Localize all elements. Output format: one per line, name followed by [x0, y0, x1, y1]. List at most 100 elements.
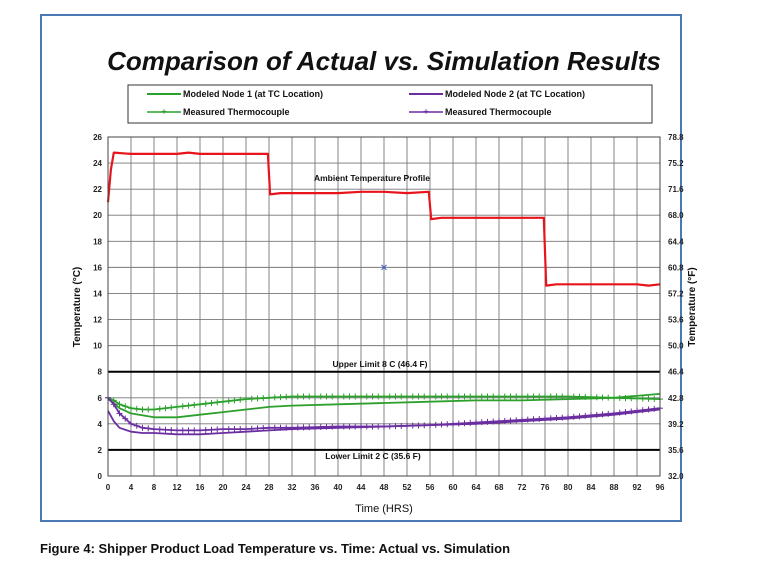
- measured-point: [300, 393, 307, 400]
- measured-point: [289, 393, 295, 400]
- measured-point: [133, 422, 140, 429]
- measured-point: [191, 401, 198, 408]
- legend-label-tc1: Measured Thermocouple: [183, 107, 290, 117]
- y2-tick-label: 46.4: [668, 368, 684, 377]
- measured-point: [478, 393, 485, 400]
- measured-point: [116, 401, 123, 408]
- y-tick-label: 18: [93, 237, 102, 246]
- measured-point: [197, 401, 203, 408]
- measured-point: [588, 394, 594, 401]
- x-tick-label: 68: [495, 483, 504, 492]
- measured-point: [404, 393, 410, 400]
- measured-point: [542, 415, 548, 422]
- measured-point: [202, 400, 209, 407]
- measured-point: [381, 393, 387, 400]
- measured-point: [185, 402, 192, 409]
- measured-point: [473, 393, 479, 400]
- measured-point: [536, 415, 543, 422]
- measured-point: [317, 423, 324, 430]
- x-tick-label: 48: [380, 483, 389, 492]
- measured-point: [501, 393, 508, 400]
- measured-point: [559, 393, 566, 400]
- x-tick-label: 32: [288, 483, 297, 492]
- measured-point: [300, 424, 307, 431]
- measured-point: [432, 393, 439, 400]
- x-tick-label: 88: [610, 483, 619, 492]
- x-tick-label: 24: [242, 483, 251, 492]
- measured-point: [398, 393, 405, 400]
- y2-tick-label: 71.6: [668, 185, 684, 194]
- measured-point: [438, 393, 445, 400]
- measured-point: [323, 393, 330, 400]
- figure-caption: Figure 4: Shipper Product Load Temperatu…: [40, 541, 511, 556]
- measured-point: [582, 393, 589, 400]
- measured-point: [225, 398, 232, 405]
- y2-tick-label: 39.2: [668, 420, 684, 429]
- measured-point: [599, 411, 606, 418]
- measured-point: [547, 415, 554, 422]
- measured-point: [220, 398, 226, 405]
- measured-point: [145, 406, 152, 413]
- measured-point: [444, 421, 451, 428]
- measured-point: [616, 394, 623, 401]
- measured-point: [645, 406, 652, 413]
- measured-point: [312, 393, 318, 400]
- measured-point: [335, 393, 341, 400]
- measured-point: [421, 422, 428, 429]
- measured-point: [450, 393, 456, 400]
- measured-point: [651, 395, 658, 402]
- legend-box: [127, 84, 653, 124]
- measured-point: [496, 418, 502, 425]
- measured-point: [168, 404, 175, 411]
- measured-point: [421, 393, 428, 400]
- y2-tick-label: 57.2: [668, 289, 684, 298]
- measured-point: [266, 424, 272, 431]
- ambient-series-line: [106, 151, 661, 287]
- measured-point: [317, 393, 324, 400]
- y-tick-label: 8: [98, 368, 103, 377]
- measured-point: [576, 393, 583, 400]
- measured-point: [496, 393, 502, 400]
- measured-point: [346, 393, 353, 400]
- measured-point: [185, 427, 192, 434]
- measured-point: [651, 405, 658, 412]
- legend-plus-tc2: +: [423, 107, 429, 118]
- measured-point: [369, 423, 376, 430]
- x-tick-label: 8: [152, 483, 157, 492]
- y2-tick-label: 53.6: [668, 316, 684, 325]
- y2-tick-label: 60.8: [668, 263, 684, 272]
- chart-title: Comparison of Actual vs. Simulation Resu…: [107, 46, 661, 76]
- measured-point: [306, 393, 313, 400]
- measured-point: [179, 403, 186, 410]
- measured-point: [588, 412, 594, 419]
- measured-point: [214, 426, 221, 433]
- measured-point: [289, 424, 295, 431]
- y2-tick-label: 78.8: [668, 133, 684, 142]
- measured-point: [513, 417, 520, 424]
- measured-point: [156, 405, 163, 412]
- measured-point: [122, 415, 129, 422]
- measured-point: [145, 425, 152, 432]
- measured-point: [231, 426, 238, 433]
- measured-point: [375, 423, 382, 430]
- upper-limit-annotation: Upper Limit 8 C (46.4 F): [333, 359, 428, 369]
- measured-point: [139, 424, 146, 431]
- measured-point: [392, 393, 399, 400]
- y-tick-label: 6: [98, 394, 103, 403]
- y2-tick-label: 75.2: [668, 159, 684, 168]
- measured-point: [530, 416, 537, 423]
- measured-point: [628, 408, 635, 415]
- measured-point: [570, 413, 577, 420]
- measured-point: [277, 394, 284, 401]
- y2-tick-label: 32.0: [668, 472, 684, 481]
- measured-point: [524, 416, 531, 423]
- measured-point: [381, 423, 387, 430]
- measured-point: [358, 423, 364, 430]
- x-tick-label: 76: [541, 483, 550, 492]
- measured-point: [455, 393, 462, 400]
- measured-point: [565, 393, 571, 400]
- measured-point: [438, 421, 445, 428]
- measured-point: [369, 393, 376, 400]
- measured-point: [294, 424, 301, 431]
- measured-point: [490, 418, 497, 425]
